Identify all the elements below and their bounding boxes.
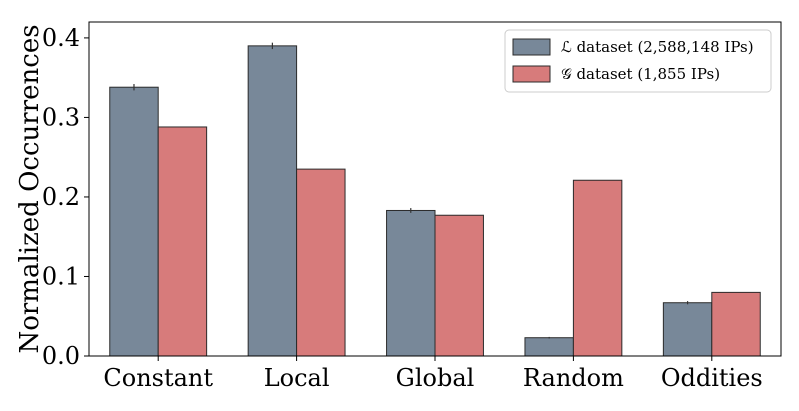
y-tick-label: 0.0 — [42, 342, 80, 370]
x-tick-label-local: Local — [264, 364, 330, 392]
y-axis-label: Normalized Occurrences — [15, 24, 45, 353]
legend-label-series2: 𝒢 dataset (1,855 IPs) — [561, 65, 720, 83]
x-tick-label-constant: Constant — [103, 364, 213, 392]
bar-series2-global — [434, 214, 484, 357]
legend-swatch-series1 — [512, 38, 551, 56]
x-axis: Constant Local Global Random Oddities — [103, 356, 763, 392]
x-tick-label-global: Global — [396, 364, 475, 392]
y-axis: 0.0 0.1 0.2 0.3 0.4 — [42, 24, 89, 370]
x-tick-label-oddities: Oddities — [661, 364, 763, 392]
y-tick-label: 0.4 — [42, 24, 80, 52]
y-tick-label: 0.2 — [42, 183, 80, 211]
bar-series1-local — [247, 45, 298, 357]
bar-series2-random — [572, 179, 623, 357]
legend-swatch-series2 — [512, 65, 551, 83]
legend-box — [504, 29, 772, 93]
bar-series1-constant — [109, 86, 159, 357]
bars-group — [109, 45, 761, 357]
bar-series2-local — [296, 168, 346, 357]
bar-series1-oddities — [662, 302, 713, 357]
bar-series1-random — [524, 337, 574, 357]
y-tick-label: 0.1 — [42, 262, 80, 290]
bar-series1-global — [386, 209, 436, 357]
bar-series2-oddities — [711, 291, 761, 357]
legend-label-series1: ℒ dataset (2,588,148 IPs) — [561, 38, 754, 56]
legend: ℒ dataset (2,588,148 IPs) 𝒢 dataset (1,85… — [504, 29, 772, 93]
x-tick-label-random: Random — [523, 364, 624, 392]
error-bars-group — [133, 42, 689, 339]
bar-series2-constant — [157, 126, 208, 357]
y-tick-label: 0.3 — [42, 103, 80, 131]
